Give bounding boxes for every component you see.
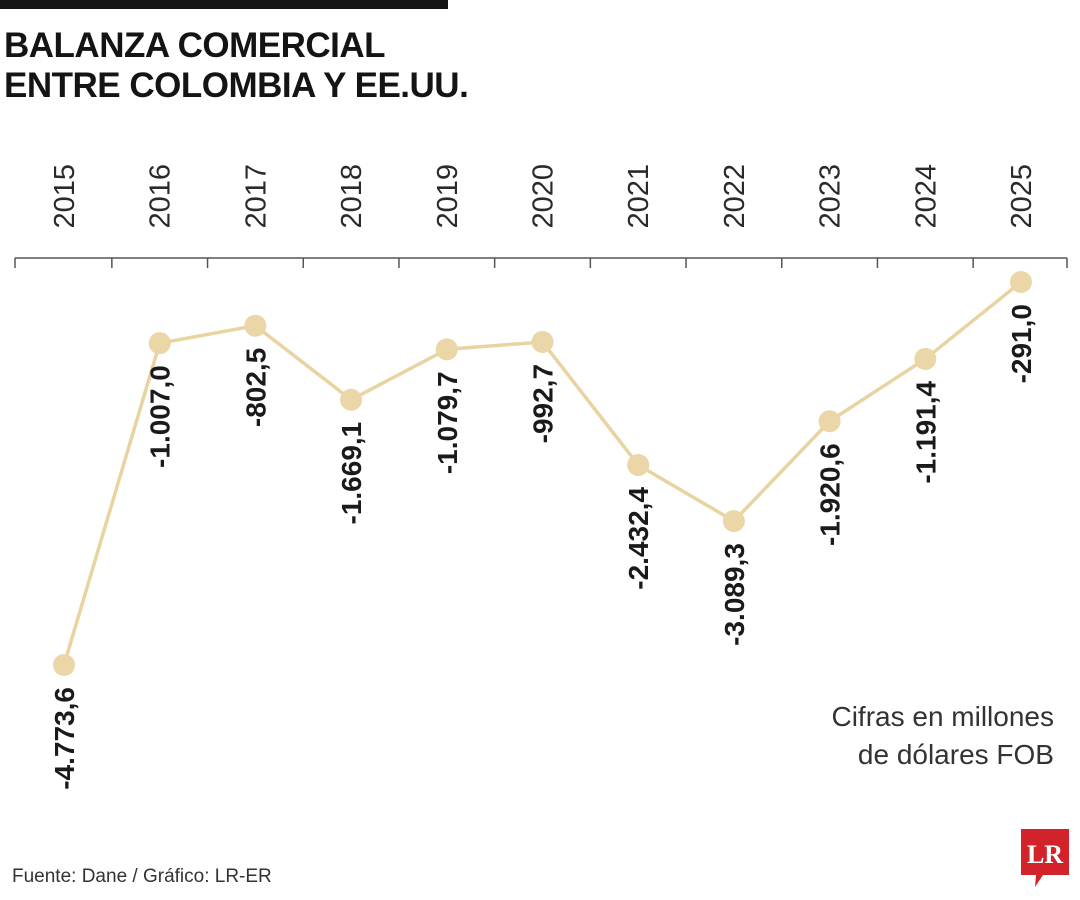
source-credit: Fuente: Dane / Gráfico: LR-ER [12, 866, 272, 887]
x-tick-label: 2022 [719, 164, 751, 229]
data-label: -992,7 [528, 364, 559, 443]
x-axis: 2015 2016 2017 2018 2019 2020 2021 2022 2023 2024… [14, 164, 1068, 268]
data-point [340, 388, 363, 411]
chart-title: BALANZA COMERCIAL ENTRE COLOMBIA Y EE.UU… [4, 26, 704, 106]
x-tick-label: 2017 [240, 164, 272, 229]
x-tick-label: 2015 [49, 164, 81, 229]
data-label: -1.669,1 [336, 422, 367, 525]
x-tick-label: 2021 [623, 164, 655, 229]
data-label: -802,5 [240, 348, 271, 427]
data-point [627, 453, 650, 476]
data-label: -1.920,6 [815, 443, 846, 546]
x-tick-label: 2023 [815, 164, 847, 229]
data-point [148, 332, 171, 355]
data-point [818, 410, 841, 433]
logo-background [1021, 829, 1069, 887]
top-rule [0, 0, 448, 9]
lr-logo: LR [1021, 829, 1069, 887]
data-label: -1.079,7 [432, 371, 463, 474]
data-label: -1.191,4 [910, 381, 941, 484]
data-label: -4.773,6 [49, 687, 80, 790]
data-point [53, 654, 75, 676]
x-tick-label: 2024 [910, 164, 942, 229]
data-point [435, 338, 458, 361]
data-labels: -4.773,6 -1.007,0 -802,5 -1.669,1 -1.079,7 -9… [49, 304, 1037, 790]
units-note: Cifras en millones de dólares FOB [831, 698, 1054, 774]
data-label: -291,0 [1006, 304, 1037, 383]
data-label: -1.007,0 [145, 365, 176, 468]
title-line-2: ENTRE COLOMBIA Y EE.UU. [4, 66, 469, 105]
data-point [914, 347, 937, 370]
data-label: -3.089,3 [719, 543, 750, 646]
x-tick-label: 2020 [528, 164, 560, 229]
data-points [53, 271, 1032, 676]
data-label: -2.432,4 [623, 487, 654, 590]
data-point [244, 314, 267, 337]
title-line-1: BALANZA COMERCIAL [4, 26, 386, 65]
x-tick-label: 2025 [1006, 164, 1038, 229]
units-note-line-1: Cifras en millones [831, 701, 1054, 732]
data-point [1010, 271, 1032, 293]
x-tick-label: 2019 [432, 164, 464, 229]
logo-text: LR [1027, 840, 1063, 869]
x-tick-label: 2016 [145, 164, 177, 229]
units-note-line-2: de dólares FOB [857, 739, 1054, 770]
data-point [722, 510, 745, 533]
x-tick-label: 2018 [336, 164, 368, 229]
data-point [531, 330, 554, 353]
